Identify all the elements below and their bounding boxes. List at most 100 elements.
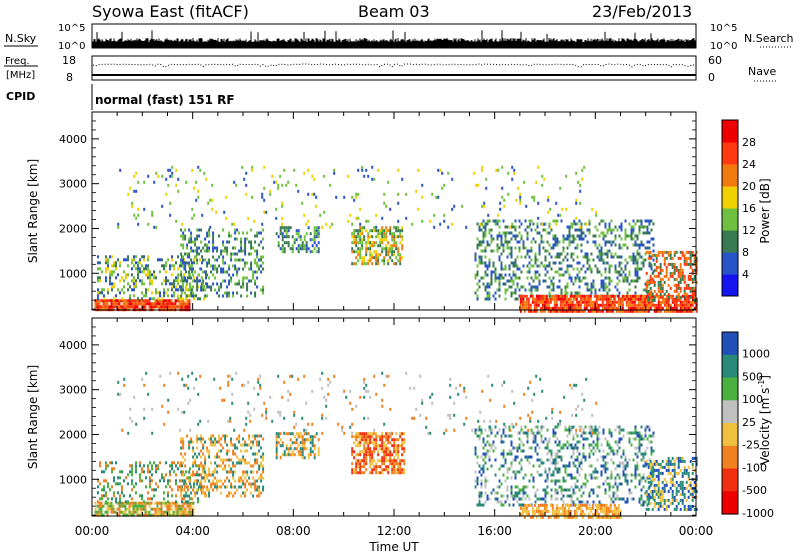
echo-cell — [197, 500, 199, 504]
echo-cell — [488, 219, 491, 223]
echo-cell — [553, 294, 556, 298]
echo-cell — [367, 447, 370, 451]
echo-cell — [289, 226, 292, 230]
echo-cell — [184, 252, 187, 256]
echo-cell — [242, 482, 245, 486]
echo-cell — [246, 282, 249, 286]
echo-cell — [387, 450, 390, 454]
echo-cell — [123, 270, 125, 274]
echo-cell — [590, 270, 593, 274]
echo-cell — [572, 258, 575, 262]
echo-cell — [285, 232, 288, 236]
echo-cell — [585, 303, 588, 307]
echo-cell — [636, 261, 639, 265]
echo-cell — [188, 507, 191, 511]
echo-cell — [687, 294, 690, 298]
echo-cell — [677, 303, 680, 307]
echo-cell — [545, 303, 548, 307]
echo-cell — [379, 447, 382, 451]
echo-cell — [246, 470, 249, 474]
echo-cell — [559, 213, 562, 217]
echo-cell — [285, 453, 288, 457]
echo-cell — [681, 306, 684, 310]
echo-cell — [291, 235, 294, 239]
echo-cell — [523, 309, 526, 313]
echo-cell — [520, 237, 523, 241]
echo-cell — [556, 243, 559, 247]
echo-cell — [689, 256, 692, 260]
echo-cell — [246, 473, 249, 477]
echo-cell — [226, 285, 229, 289]
echo-cell — [496, 288, 499, 292]
echo-cell — [496, 243, 499, 247]
echo-cell — [157, 467, 159, 471]
echo-cell — [537, 201, 540, 205]
echo-cell — [184, 485, 187, 489]
echo-cell — [588, 222, 591, 226]
echo-cell — [478, 261, 481, 265]
echo-cell — [135, 282, 137, 286]
echo-cell — [226, 494, 229, 498]
echo-cell — [693, 274, 696, 278]
echo-cell — [381, 444, 384, 448]
echo-cell — [649, 300, 652, 304]
echo-cell — [389, 244, 392, 248]
echo-cell — [507, 192, 510, 196]
echo-cell — [476, 482, 479, 486]
echo-cell — [568, 234, 571, 238]
echo-cell — [236, 461, 239, 465]
echo-cell — [137, 180, 140, 184]
echo-cell — [357, 435, 360, 439]
echo-cell — [650, 219, 653, 223]
echo-cell — [565, 300, 568, 304]
echo-cell — [570, 222, 573, 226]
echo-cell — [646, 494, 649, 498]
echo-cell — [131, 267, 133, 271]
echo-cell — [122, 510, 125, 514]
echo-cell — [514, 497, 517, 501]
echo-cell — [351, 247, 354, 251]
echo-cell — [240, 294, 243, 298]
echo-cell — [210, 482, 213, 486]
echo-cell — [488, 261, 491, 265]
echo-cell — [181, 497, 183, 501]
echo-cell — [254, 291, 257, 295]
echo-cell — [114, 510, 117, 514]
echo-cell — [163, 288, 165, 292]
echo-cell — [590, 464, 593, 468]
echo-cell — [512, 458, 515, 462]
echo-cell — [311, 444, 314, 448]
echo-cell — [182, 473, 185, 477]
echo-cell — [103, 485, 105, 489]
echo-cell — [475, 183, 478, 187]
echo-cell — [395, 229, 398, 233]
echo-cell — [540, 234, 543, 238]
echo-cell — [228, 464, 231, 468]
echo-cell — [242, 437, 245, 441]
echo-cell — [588, 288, 591, 292]
echo-cell — [675, 283, 678, 287]
echo-cell — [200, 240, 203, 244]
echo-cell — [673, 268, 676, 272]
echo-cell — [108, 305, 111, 309]
echo-cell — [206, 485, 209, 489]
echo-cell — [212, 434, 215, 438]
echo-cell — [111, 273, 113, 277]
echo-cell — [200, 488, 203, 492]
echo-cell — [389, 256, 392, 260]
echo-cell — [561, 303, 564, 307]
echo-cell — [541, 297, 544, 301]
echo-cell — [614, 482, 617, 486]
echo-cell — [571, 225, 574, 229]
echo-cell — [387, 465, 390, 469]
echo-cell — [517, 186, 520, 190]
echo-cell — [359, 247, 362, 251]
echo-cell — [200, 288, 203, 292]
echo-cell — [695, 268, 698, 272]
echo-cell — [685, 259, 688, 263]
echo-cell — [307, 453, 310, 457]
echo-cell — [397, 253, 400, 257]
echo-cell — [647, 256, 650, 260]
echo-cell — [397, 229, 400, 233]
echo-cell — [486, 267, 489, 271]
